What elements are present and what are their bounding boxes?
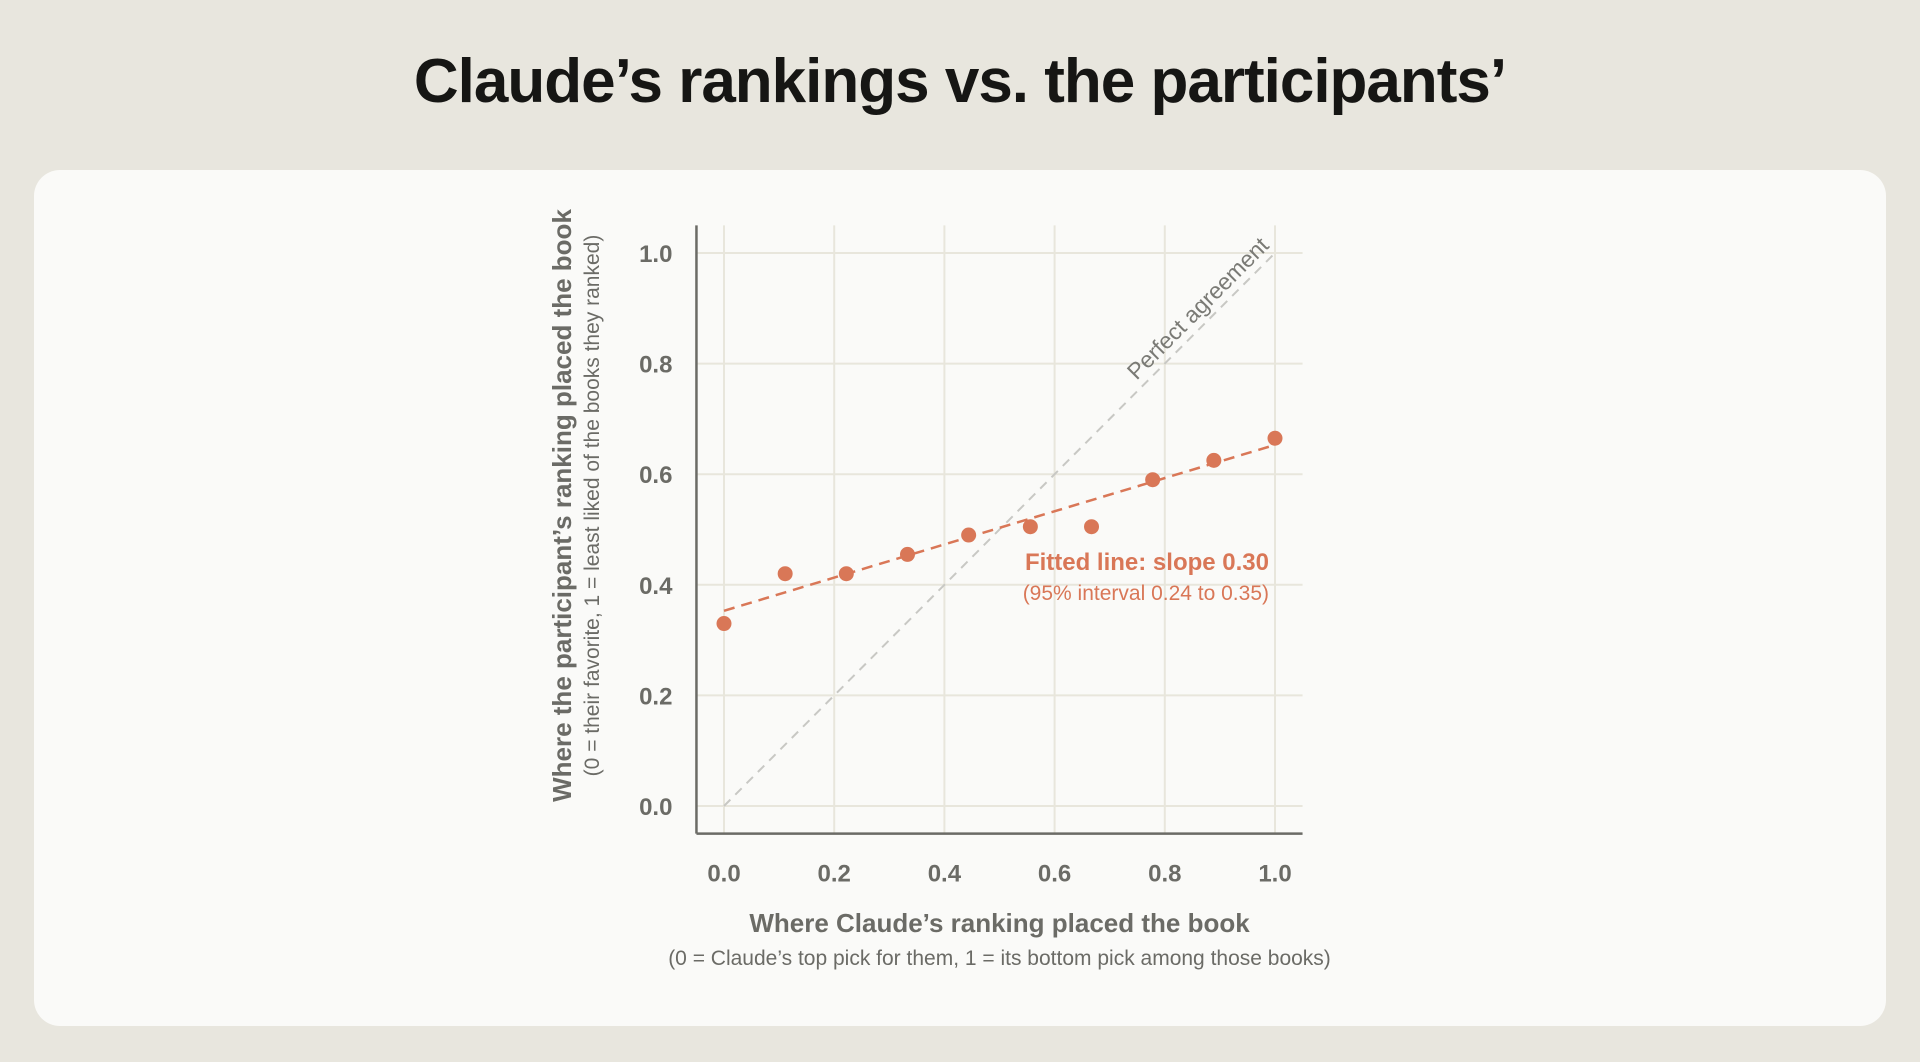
x-tick-label: 0.2 bbox=[818, 861, 851, 888]
y-tick-label: 0.8 bbox=[639, 352, 672, 379]
x-tick-label: 0.4 bbox=[928, 861, 962, 888]
data-point bbox=[1022, 519, 1038, 535]
chart-card: Perfect agreement 0.0 0.0 0.2 0.2 0.4 0.4 0.6 0… bbox=[34, 170, 1886, 1026]
x-tick-label: 0.8 bbox=[1148, 861, 1181, 888]
y-axis-note: (0 = their favorite, 1 = least liked of … bbox=[581, 235, 604, 777]
page-title: Claude’s rankings vs. the participants’ bbox=[413, 47, 1507, 116]
fitted-line-group bbox=[723, 443, 1276, 612]
y-tick-label: 0.6 bbox=[639, 462, 672, 489]
reference-line-group: Perfect agreement bbox=[723, 232, 1276, 807]
perfect-agreement-line bbox=[723, 252, 1276, 807]
data-point bbox=[838, 566, 854, 582]
data-point bbox=[961, 527, 977, 543]
fitted-line bbox=[723, 443, 1276, 612]
fitted-line-label: Fitted line: slope 0.30 bbox=[1025, 549, 1269, 576]
data-point bbox=[1206, 452, 1222, 468]
y-tick-label: 0.4 bbox=[639, 573, 673, 600]
data-point bbox=[716, 616, 732, 632]
tick-labels: 0.0 0.0 0.2 0.2 0.4 0.4 0.6 0.6 0.8 0.8 1.0 1.0 bbox=[639, 241, 1292, 888]
x-tick-label: 1.0 bbox=[1258, 861, 1291, 888]
scatter-chart: Perfect agreement 0.00.00.20.20.40.40.60… bbox=[547, 209, 1331, 970]
data-point bbox=[777, 566, 793, 582]
y-axis-title: Where the participant’s ranking placed t… bbox=[547, 209, 577, 802]
grid bbox=[696, 225, 1303, 834]
perfect-agreement-label: Perfect agreement bbox=[1122, 232, 1274, 385]
axes bbox=[695, 225, 1303, 835]
data-point bbox=[1267, 430, 1283, 446]
x-tick-label: 0.0 bbox=[707, 861, 740, 888]
data-points bbox=[716, 430, 1283, 632]
data-point bbox=[1084, 519, 1100, 535]
y-tick-label: 0.2 bbox=[639, 683, 672, 710]
data-point bbox=[899, 546, 915, 562]
data-point bbox=[1145, 472, 1161, 488]
x-tick-label: 0.6 bbox=[1038, 861, 1071, 888]
x-axis-title: Where Claude’s ranking placed the book bbox=[749, 908, 1250, 938]
fitted-line-interval-label: (95% interval 0.24 to 0.35) bbox=[1023, 582, 1269, 605]
y-tick-label: 0.0 bbox=[639, 794, 672, 821]
y-tick-label: 1.0 bbox=[639, 241, 672, 268]
x-axis-note: (0 = Claude’s top pick for them, 1 = its… bbox=[668, 947, 1331, 970]
